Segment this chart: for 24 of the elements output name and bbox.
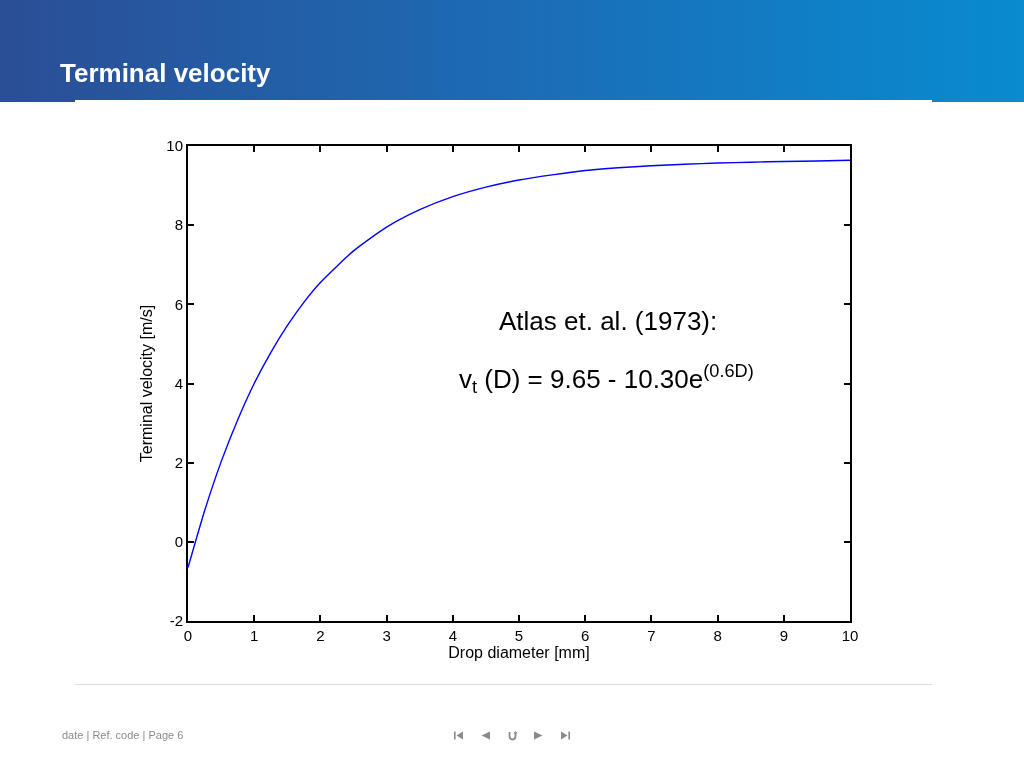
- x-tick-label: 10: [841, 627, 859, 644]
- y-tick-label: 8: [174, 216, 183, 234]
- x-tick-label: 2: [316, 627, 325, 644]
- x-tick-label: 7: [647, 627, 656, 644]
- x-tick-label: 3: [382, 627, 391, 644]
- x-tick-label: 6: [581, 627, 590, 644]
- y-axis-title: Terminal velocity [m/s]: [137, 304, 155, 463]
- y-tick-label: 6: [174, 295, 183, 313]
- y-tick-label: 0: [174, 533, 183, 551]
- y-tick-label: 10: [166, 137, 183, 155]
- chart-title: Terminal velocity: [60, 58, 271, 89]
- text: date | Ref. code | Page 6: [62, 729, 184, 741]
- x-axis-title: Drop diameter [mm]: [448, 644, 590, 662]
- x-tick-label: 8: [713, 627, 722, 644]
- x-tick-label: 9: [779, 627, 788, 644]
- line-series: [188, 159, 850, 569]
- annotation: v$_{t}$ (D) = 9.65 - 10.30e$^{(0.6D)}$: [459, 361, 754, 398]
- y-tick-label: 2: [174, 453, 183, 471]
- y-tick-label: -2: [169, 612, 183, 630]
- x-tick-label: 4: [448, 627, 457, 644]
- x-tick-label: 5: [514, 627, 524, 644]
- annotation: Atlas et. al. (1973):: [499, 306, 718, 336]
- y-tick-label: 4: [174, 374, 183, 392]
- x-tick-label: 1: [250, 627, 259, 644]
